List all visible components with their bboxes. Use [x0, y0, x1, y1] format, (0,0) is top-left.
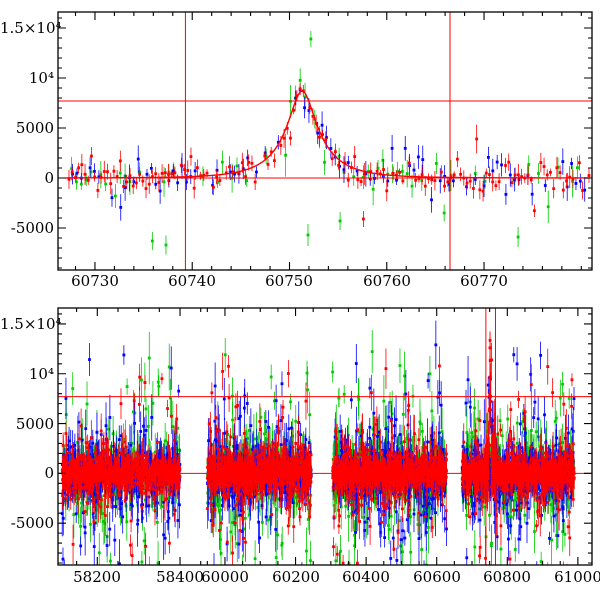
x-axis-tick-label: 58400	[156, 568, 204, 586]
y-axis-tick-label: 1.5×10⁴	[0, 19, 62, 37]
x-axis-tick-label: 60600	[413, 568, 461, 586]
y-axis-tick-label: 0	[44, 169, 54, 187]
x-axis-tick-label: 60730	[71, 272, 119, 290]
x-axis-tick-label: 60770	[460, 272, 508, 290]
y-axis-tick-label: 5000	[15, 415, 54, 433]
x-axis-tick-label: 58200	[73, 568, 121, 586]
y-axis-tick-label: 5000	[15, 119, 54, 137]
y-axis-tick-label: 10⁴	[28, 69, 54, 87]
x-axis-tick-label: 60800	[483, 568, 531, 586]
x-axis-tick-label: 60750	[265, 272, 313, 290]
y-axis-tick-label: 0	[44, 464, 54, 482]
x-axis-tick-label: 60200	[272, 568, 320, 586]
y-axis-tick-label: -5000	[10, 514, 54, 532]
x-axis-tick-label: 61000	[554, 568, 600, 586]
x-axis-tick-label: 60740	[168, 272, 216, 290]
y-axis-tick-label: -5000	[10, 219, 54, 237]
y-axis-tick-label: 10⁴	[28, 365, 54, 383]
x-axis-tick-label: 60760	[363, 272, 411, 290]
x-axis-tick-label: 60400	[342, 568, 390, 586]
y-axis-tick-label: 1.5×10⁴	[0, 315, 62, 333]
x-axis-tick-label: 60000	[201, 568, 249, 586]
